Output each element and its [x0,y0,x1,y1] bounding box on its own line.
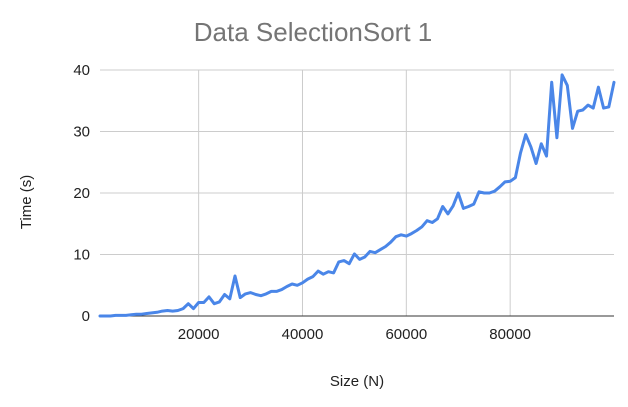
x-axis-ticks: 20000 40000 60000 80000 [178,326,531,343]
y-axis-label: Time (s) [18,175,35,229]
series-layer [98,73,616,318]
x-tick-label: 60000 [385,326,427,343]
y-tick-label: 0 [82,308,90,325]
y-axis-ticks: 0 10 20 30 40 [73,62,90,325]
grid [100,69,614,316]
y-tick-label: 20 [73,185,90,202]
x-tick-label: 80000 [489,326,531,343]
x-tick-label: 20000 [178,326,220,343]
x-axis-label: Size (N) [330,373,384,390]
chart-title: Data SelectionSort 1 [194,17,432,47]
y-tick-label: 40 [73,62,90,79]
x-tick-label: 40000 [282,326,324,343]
series-line [98,73,616,318]
y-tick-label: 30 [73,124,90,141]
y-tick-label: 10 [73,247,90,264]
